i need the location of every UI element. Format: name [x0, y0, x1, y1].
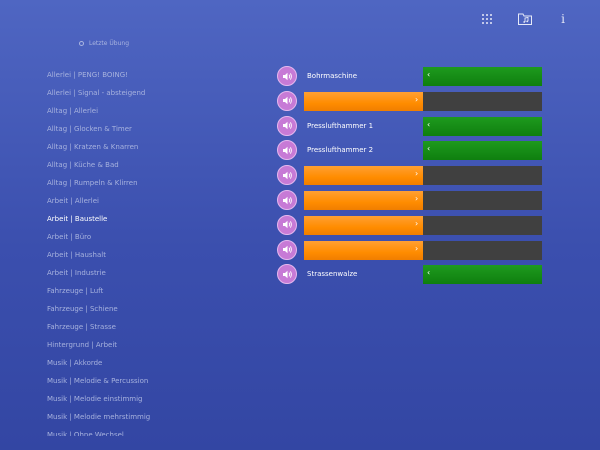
answer-drop-slot[interactable]: ›: [304, 215, 542, 235]
category-item[interactable]: Musik | Melodie & Percussion: [47, 377, 149, 385]
info-icon[interactable]: i: [554, 10, 572, 28]
chevron-left-icon: ‹: [427, 70, 431, 79]
sound-label: Presslufthammer 2: [307, 146, 374, 155]
sound-row: Bohrmaschine ‹: [277, 66, 542, 86]
category-item[interactable]: Allerlei | Signal - absteigend: [47, 89, 146, 97]
category-list: Allerlei | PENG! BOING! Allerlei | Signal…: [47, 66, 247, 436]
sound-row: ›: [277, 190, 542, 210]
sound-row: ›: [277, 239, 542, 260]
play-sound-button[interactable]: [277, 264, 297, 285]
last-exercise-label: Letzte Übung: [89, 40, 129, 47]
category-item[interactable]: Musik | Melodie mehrstimmig: [47, 413, 151, 421]
answer-slot[interactable]: ‹: [423, 265, 542, 285]
chevron-right-icon: ›: [415, 243, 419, 253]
category-item[interactable]: Fahrzeuge | Schiene: [47, 305, 118, 313]
speaker-icon: [282, 71, 293, 82]
info-label: i: [561, 12, 565, 26]
speaker-icon: [282, 219, 293, 230]
play-sound-button[interactable]: [277, 214, 297, 235]
speaker-icon: [282, 244, 293, 255]
last-exercise-icon: [79, 41, 84, 46]
play-sound-button[interactable]: [277, 165, 297, 186]
category-item[interactable]: Hintergrund | Arbeit: [47, 341, 118, 349]
speaker-icon: [282, 269, 293, 280]
sound-row: ›: [277, 90, 542, 111]
sound-row: Strassenwalze ‹: [277, 264, 542, 285]
play-sound-button[interactable]: [277, 239, 297, 260]
answer-drop-slot[interactable]: ›: [304, 191, 542, 210]
play-sound-button[interactable]: [277, 115, 297, 136]
toolbar: i: [478, 10, 572, 28]
pending-answer-bar[interactable]: ›: [304, 166, 423, 186]
category-item[interactable]: Alltag | Kratzen & Knarren: [47, 143, 139, 151]
category-item[interactable]: Arbeit | Haushalt: [47, 251, 106, 259]
category-item[interactable]: Fahrzeuge | Luft: [47, 287, 104, 295]
answer-slot[interactable]: ‹: [423, 67, 542, 86]
sound-label: Presslufthammer 1: [307, 121, 374, 130]
music-folder-icon[interactable]: [516, 10, 534, 28]
sound-row: Presslufthammer 2 ‹: [277, 140, 542, 161]
category-item[interactable]: Alltag | Glocken & Timer: [47, 125, 132, 133]
sound-row: ›: [277, 165, 542, 186]
play-sound-button[interactable]: [277, 90, 297, 111]
category-item[interactable]: Musik | Melodie einstimmig: [47, 395, 143, 403]
pending-answer-bar[interactable]: ›: [304, 240, 423, 260]
answer-drop-slot[interactable]: ›: [304, 91, 542, 111]
sound-row: Presslufthammer 1 ‹: [277, 115, 542, 136]
chevron-right-icon: ›: [415, 194, 419, 203]
sound-label: Strassenwalze: [307, 270, 358, 279]
play-sound-button[interactable]: [277, 140, 297, 161]
category-item[interactable]: Alltag | Allerlei: [47, 107, 99, 115]
answer-slot[interactable]: ‹: [423, 116, 542, 136]
category-item[interactable]: Alltag | Küche & Bad: [47, 161, 119, 169]
chevron-right-icon: ›: [415, 169, 419, 179]
speaker-icon: [282, 145, 293, 156]
category-item[interactable]: Allerlei | PENG! BOING!: [47, 71, 128, 79]
answer-slot[interactable]: ‹: [423, 141, 542, 161]
category-item[interactable]: Musik | Akkorde: [47, 359, 103, 367]
sound-label: Bohrmaschine: [307, 72, 358, 80]
grid-icon[interactable]: [478, 10, 496, 28]
speaker-icon: [282, 95, 293, 106]
play-sound-button[interactable]: [277, 66, 297, 86]
answer-drop-slot[interactable]: ›: [304, 240, 542, 260]
chevron-left-icon: ‹: [427, 268, 431, 278]
category-item[interactable]: Arbeit | Industrie: [47, 269, 106, 277]
category-item[interactable]: Arbeit | Baustelle: [47, 215, 108, 223]
category-item[interactable]: Arbeit | Allerlei: [47, 197, 99, 205]
answer-drop-slot[interactable]: ›: [304, 166, 542, 186]
speaker-icon: [282, 170, 293, 181]
last-exercise-link[interactable]: Letzte Übung: [79, 40, 129, 47]
chevron-right-icon: ›: [415, 94, 419, 104]
pending-answer-bar[interactable]: ›: [304, 215, 423, 235]
chevron-left-icon: ‹: [427, 119, 431, 129]
speaker-icon: [282, 120, 293, 131]
pending-answer-bar[interactable]: ›: [304, 91, 423, 111]
play-sound-button[interactable]: [277, 190, 297, 210]
pending-answer-bar[interactable]: ›: [304, 191, 423, 210]
chevron-left-icon: ‹: [427, 144, 431, 154]
category-item[interactable]: Fahrzeuge | Strasse: [47, 323, 116, 331]
category-item[interactable]: Alltag | Rumpeln & Klirren: [47, 179, 138, 187]
category-item[interactable]: Arbeit | Büro: [47, 233, 92, 241]
speaker-icon: [282, 195, 293, 206]
chevron-right-icon: ›: [415, 218, 419, 228]
category-item[interactable]: Musik | Ohne Wechsel: [47, 431, 124, 436]
sound-row: ›: [277, 214, 542, 235]
